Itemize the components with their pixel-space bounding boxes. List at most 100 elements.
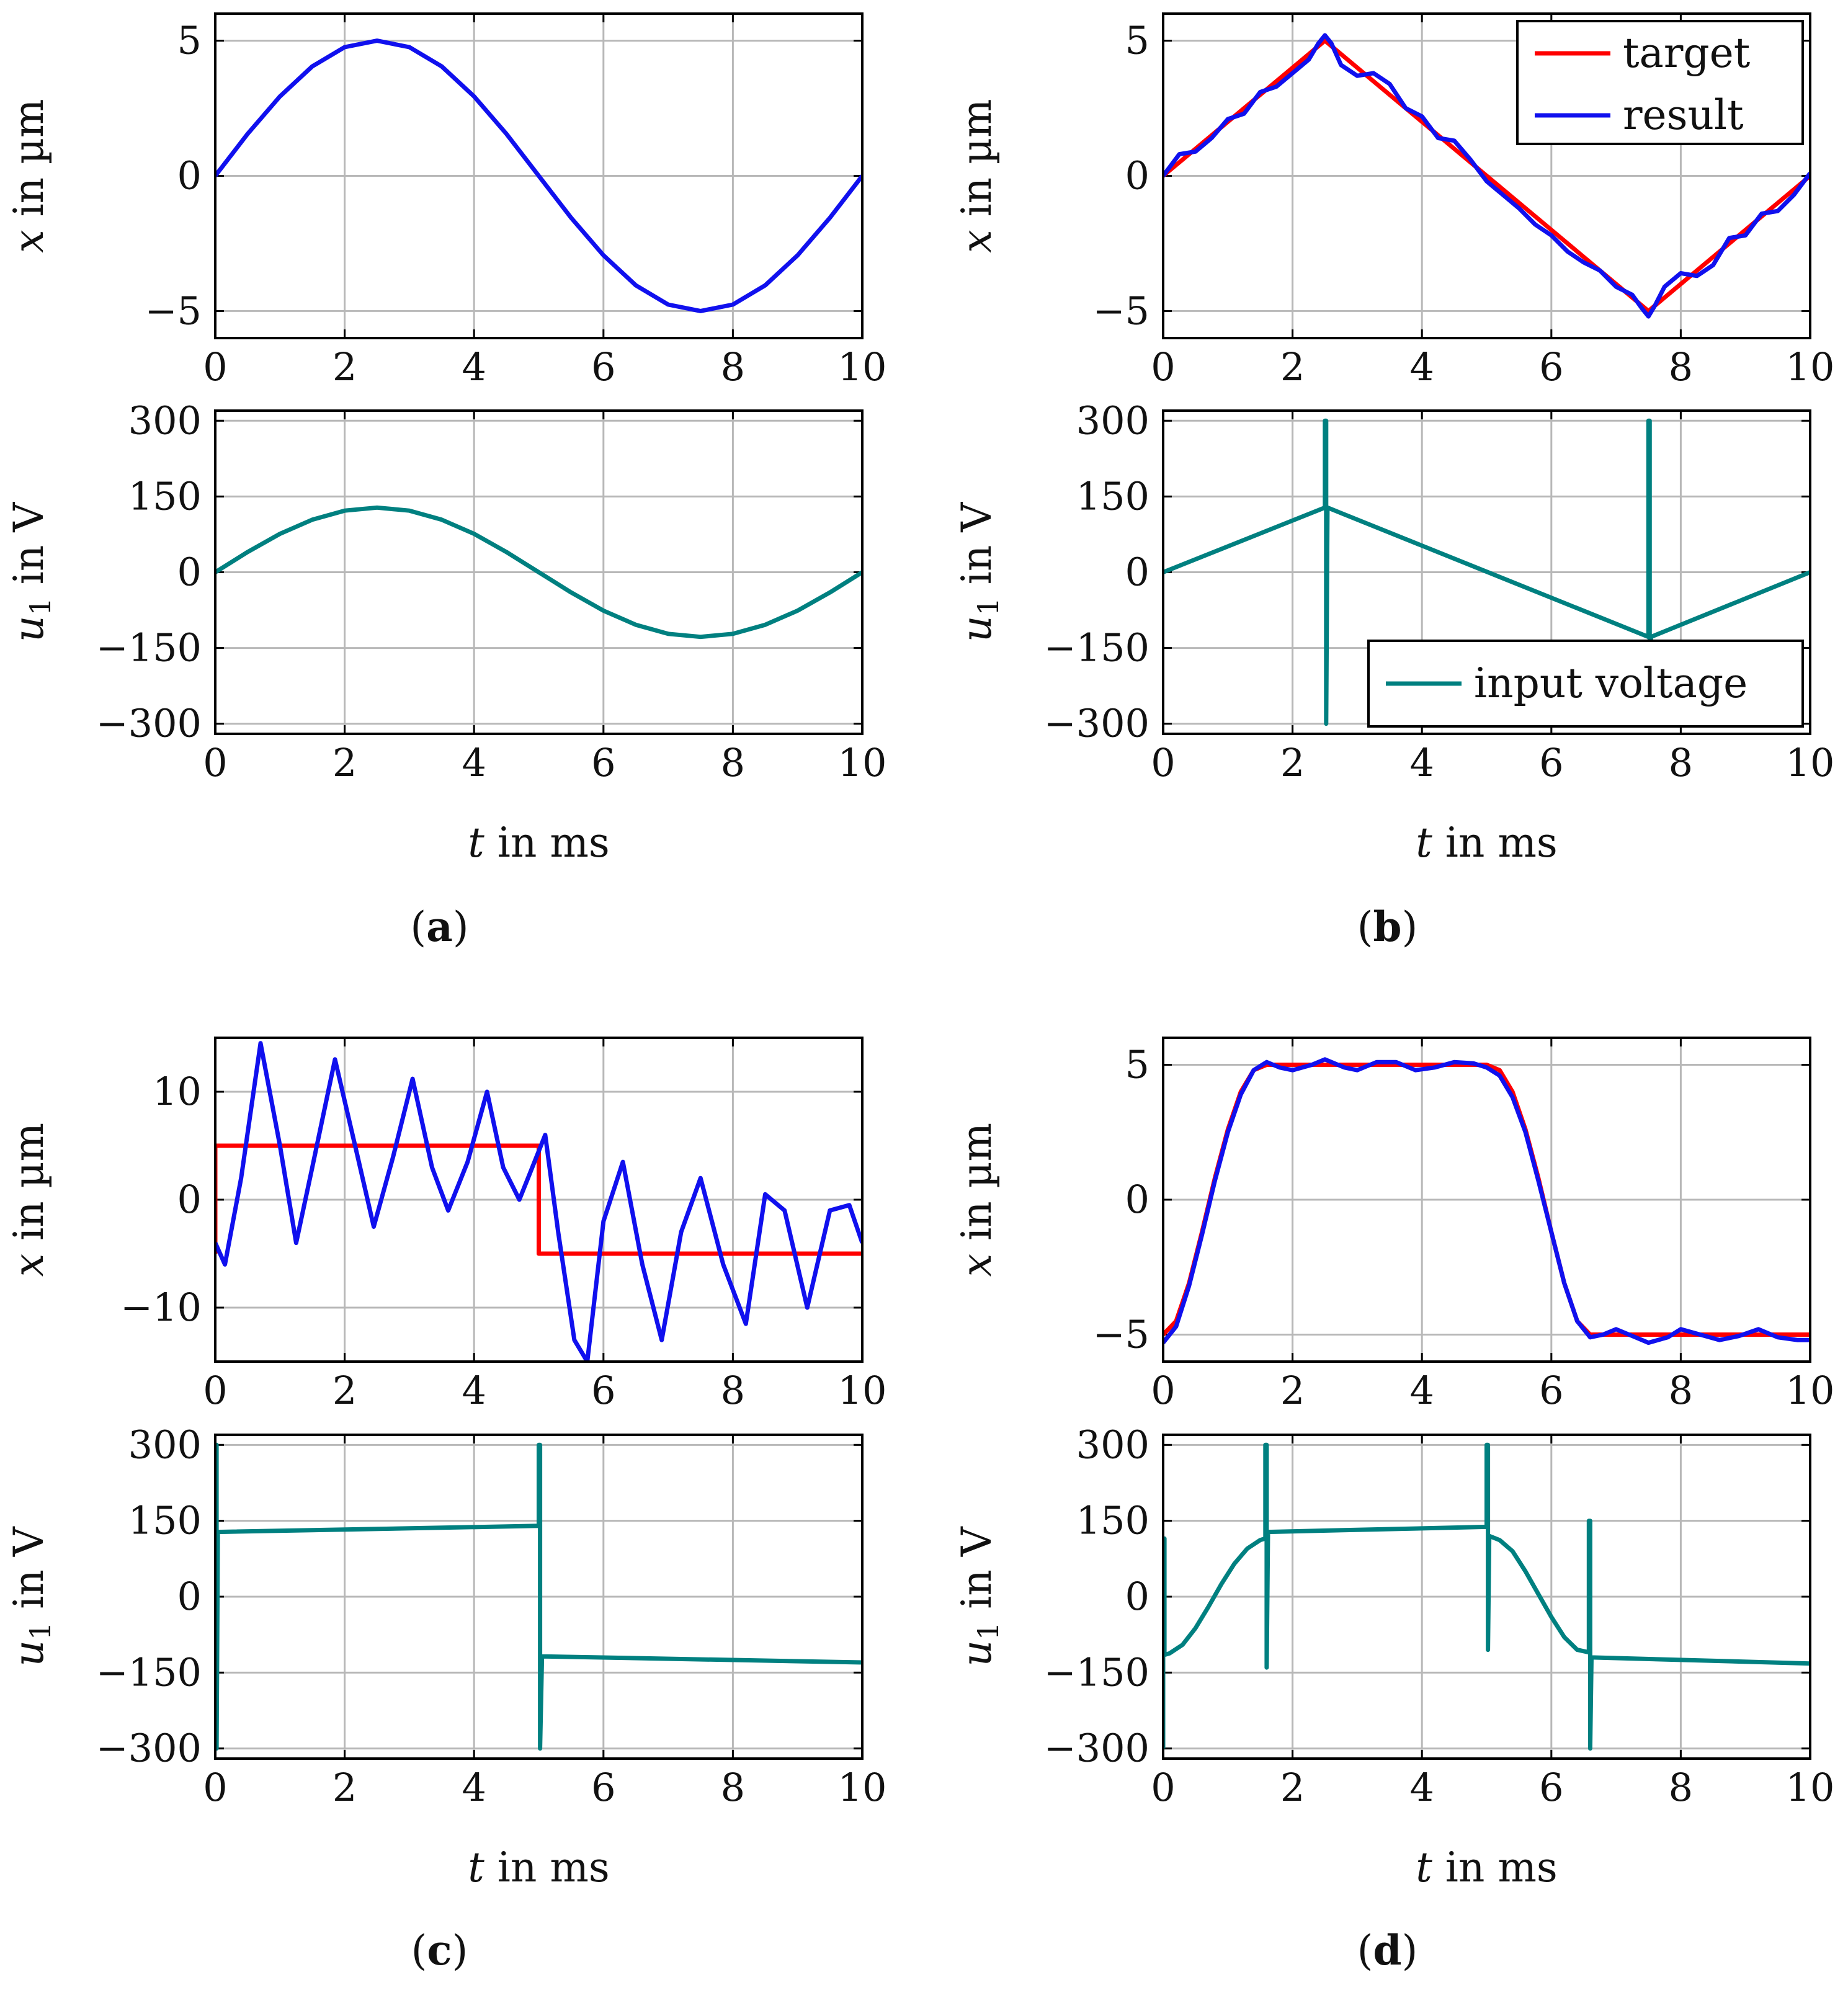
series-line-input-voltage [1163, 1442, 1810, 1751]
x-tick-label: 4 [1409, 1765, 1434, 1810]
x-tick-label: 2 [333, 1368, 357, 1413]
x-tick-label: 6 [591, 1368, 615, 1413]
x-tick-label: 4 [462, 344, 486, 390]
series-line-result [1163, 1057, 1810, 1345]
x-tick-label: 4 [462, 1765, 486, 1810]
legend: input voltage [1367, 640, 1804, 728]
y-tick-label: 300 [128, 398, 202, 443]
x-tick-label: 6 [591, 740, 615, 785]
legend-label: input voltage [1474, 659, 1748, 707]
x-tick-label: 6 [1539, 1765, 1563, 1810]
panel-caption: (c) [411, 1926, 468, 1974]
x-tick-label: 2 [333, 1765, 357, 1810]
x-tick-label: 10 [838, 1368, 887, 1413]
panel-caption: (b) [1357, 903, 1418, 951]
y-tick-label: 5 [177, 18, 202, 63]
series-group [215, 1041, 862, 1362]
y-tick-label: −150 [96, 625, 202, 671]
y-axis-label: x in µm [5, 1123, 53, 1277]
x-tick-label: 8 [721, 1765, 745, 1810]
series-line-result [215, 1041, 862, 1362]
y-tick-label: 150 [1076, 473, 1149, 519]
axes-frame [1162, 1434, 1811, 1760]
x-tick-label: 10 [1786, 740, 1835, 785]
panel-0-bottom-axes: 0 2 4 6 8 10 −300 −150 0 150 300 u1 in V t in ms [5, 398, 886, 867]
x-tick-label: 8 [1669, 1765, 1693, 1810]
x-axis-label: t in ms [468, 1844, 610, 1891]
y-axis-label: x in µm [953, 99, 1001, 252]
y-tick-label: 0 [177, 1177, 202, 1222]
y-axis-label: x in µm [5, 99, 53, 252]
y-tick-label: 0 [1125, 1177, 1149, 1222]
x-tick-label: 2 [1280, 1765, 1305, 1810]
x-tick-label: 10 [838, 344, 887, 390]
series-line-result [215, 38, 862, 313]
x-tick-label: 8 [1669, 740, 1693, 785]
x-tick-label: 4 [1409, 344, 1434, 390]
y-tick-label: 150 [128, 473, 202, 519]
x-tick-label: 0 [203, 344, 227, 390]
x-tick-label: 4 [1409, 1368, 1434, 1413]
axes-frame [1162, 1037, 1811, 1363]
x-tick-label: 6 [1539, 344, 1563, 390]
legend-label: target [1623, 29, 1750, 77]
panel-1-bottom-axes: 0 2 4 6 8 10 −300 −150 0 150 300 u1 in V t in ms inpu… [953, 398, 1834, 867]
y-tick-label: −300 [1044, 1726, 1149, 1771]
y-tick-label: 300 [1076, 1422, 1149, 1467]
y-tick-label: 300 [1076, 398, 1149, 443]
x-tick-label: 6 [591, 344, 615, 390]
y-tick-label: −5 [1093, 288, 1149, 333]
x-tick-label: 2 [1280, 344, 1305, 390]
series-line-input-voltage [215, 505, 862, 640]
x-tick-label: 6 [1539, 1368, 1563, 1413]
panel-3-bottom-axes: 0 2 4 6 8 10 −300 −150 0 150 300 u1 in V t in ms [953, 1422, 1834, 1891]
x-tick-label: 10 [1786, 1368, 1835, 1413]
series-group [1163, 33, 1810, 319]
axes-frame [214, 1434, 864, 1760]
y-tick-label: −300 [1044, 701, 1149, 746]
x-tick-label: 4 [462, 1368, 486, 1413]
panel-caption: (d) [1357, 1926, 1418, 1974]
legend: target result [1516, 20, 1804, 145]
y-tick-label: 0 [177, 550, 202, 595]
x-tick-label: 2 [333, 344, 357, 390]
x-axis-label: t in ms [468, 819, 610, 867]
x-tick-label: 10 [1786, 344, 1835, 390]
y-tick-label: −150 [1044, 1649, 1149, 1695]
y-axis-label: u1 in V [5, 1526, 57, 1666]
x-tick-label: 8 [1669, 1368, 1693, 1413]
y-axis-label: x in µm [953, 1123, 1001, 1277]
y-tick-label: 0 [1125, 1574, 1149, 1619]
legend-label: result [1623, 91, 1744, 139]
x-tick-label: 0 [1151, 1765, 1175, 1810]
series-group [1163, 1057, 1810, 1345]
axes-frame [214, 12, 864, 339]
x-axis-label: t in ms [1416, 1844, 1558, 1891]
x-axis-label: t in ms [1416, 819, 1558, 867]
x-tick-label: 0 [1151, 344, 1175, 390]
y-tick-label: −150 [1044, 625, 1149, 671]
series-line-result [1163, 33, 1810, 319]
y-tick-label: −5 [1093, 1312, 1149, 1357]
y-tick-label: 150 [1076, 1498, 1149, 1543]
axes-frame [1162, 12, 1811, 339]
x-tick-label: 0 [1151, 740, 1175, 785]
x-tick-label: 6 [591, 1765, 615, 1810]
y-tick-label: 5 [1125, 1042, 1149, 1087]
x-tick-label: 10 [838, 740, 887, 785]
x-tick-label: 10 [1786, 1765, 1835, 1810]
x-tick-label: 2 [1280, 740, 1305, 785]
series-line-target [1163, 38, 1810, 313]
x-tick-label: 2 [1280, 1368, 1305, 1413]
y-tick-label: 300 [128, 1422, 202, 1467]
x-tick-label: 8 [721, 344, 745, 390]
y-tick-label: 0 [1125, 153, 1149, 199]
y-tick-label: 10 [153, 1069, 202, 1114]
y-tick-label: −10 [120, 1285, 202, 1330]
series-group [215, 505, 862, 640]
y-tick-label: −150 [96, 1649, 202, 1695]
y-tick-label: 150 [128, 1498, 202, 1543]
